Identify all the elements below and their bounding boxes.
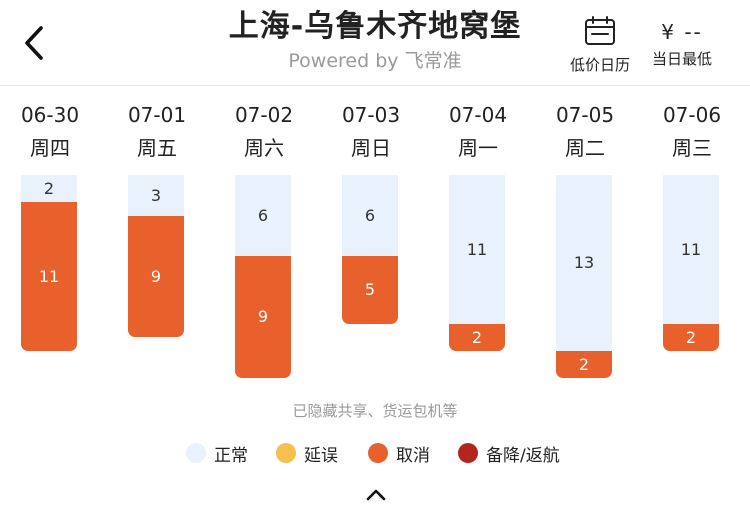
stacked-bar: 2 11	[21, 175, 77, 351]
legend-label: 取消	[396, 445, 430, 466]
cancel-segment: 2	[449, 323, 505, 351]
normal-segment: 6	[235, 175, 291, 256]
powered-by-subtitle: Powered by 飞常准	[288, 50, 462, 72]
day-date: 07-06	[662, 103, 722, 127]
day-column[interactable]: 07-04 周一 11 2	[428, 100, 528, 351]
header: 上海-乌鲁木齐地窝堡 Powered by 飞常准 低价日历 ¥ -- 当日最低	[0, 0, 750, 86]
day-date: 07-04	[448, 103, 508, 127]
chevron-left-icon	[25, 26, 43, 60]
day-column[interactable]: 07-01 周五 3 9	[107, 100, 207, 337]
legend-swatch	[186, 443, 206, 463]
day-date: 07-05	[555, 103, 615, 127]
day-column[interactable]: 07-02 周六 6 9	[214, 100, 314, 378]
cancel-segment: 2	[663, 323, 719, 351]
day-column[interactable]: 07-06 周三 11 2	[642, 100, 742, 351]
daily-lowest-price-button[interactable]: ¥ -- 当日最低	[640, 16, 724, 76]
day-column[interactable]: 06-30 周四 2 11	[0, 100, 100, 351]
legend-label: 正常	[214, 445, 248, 466]
flight-status-by-day: 06-30 周四 2 11 07-01 周五 3 9 07-02 周六 6 9 07-03 周日 6 5 07-…	[0, 100, 750, 400]
normal-segment: 11	[663, 175, 719, 324]
calendar-icon	[585, 16, 615, 45]
legend-item: 取消	[368, 440, 430, 466]
day-weekday: 周日	[351, 136, 391, 160]
day-column[interactable]: 07-03 周日 6 5	[321, 100, 421, 324]
legend-swatch	[368, 443, 388, 463]
day-weekday: 周三	[672, 136, 712, 160]
hidden-flights-note: 已隐藏共享、货运包机等	[292, 402, 458, 420]
normal-segment: 6	[342, 175, 398, 256]
collapse-button[interactable]	[362, 484, 390, 506]
legend-item: 备降/返航	[458, 440, 560, 466]
chevron-up-icon	[366, 489, 386, 501]
lowest-price-label: 当日最低	[651, 50, 712, 68]
cancel-segment: 11	[21, 202, 77, 351]
status-legend: 正常 延误 取消 备降/返航	[0, 440, 750, 466]
normal-segment: 2	[21, 175, 77, 202]
day-weekday: 周四	[30, 136, 70, 160]
cancel-segment: 9	[128, 215, 184, 337]
route-title: 上海-乌鲁木齐地窝堡	[228, 9, 522, 44]
title-block: 上海-乌鲁木齐地窝堡 Powered by 飞常准	[190, 6, 560, 74]
stacked-bar: 11 2	[663, 175, 719, 351]
stacked-bar: 11 2	[449, 175, 505, 351]
calendar-label: 低价日历	[569, 56, 630, 74]
legend-swatch	[458, 443, 478, 463]
legend-swatch	[276, 443, 296, 463]
day-date: 07-02	[234, 103, 294, 127]
normal-segment: 13	[556, 175, 612, 351]
legend-item: 延误	[276, 440, 338, 466]
day-date: 07-01	[127, 103, 187, 127]
day-weekday: 周一	[458, 136, 498, 160]
day-date: 06-30	[20, 103, 80, 127]
day-weekday: 周二	[565, 136, 605, 160]
back-button[interactable]	[14, 20, 54, 66]
legend-label: 延误	[304, 445, 338, 466]
day-weekday: 周六	[244, 136, 284, 160]
low-price-calendar-button[interactable]: 低价日历	[562, 16, 638, 76]
legend-label: 备降/返航	[486, 445, 560, 466]
cancel-segment: 5	[342, 256, 398, 324]
day-weekday: 周五	[137, 136, 177, 160]
legend-item: 正常	[186, 440, 248, 466]
cancel-segment: 9	[235, 256, 291, 378]
cancel-segment: 2	[556, 350, 612, 378]
lowest-price-value: ¥ --	[661, 20, 703, 44]
stacked-bar: 13 2	[556, 175, 612, 378]
day-column[interactable]: 07-05 周二 13 2	[535, 100, 635, 378]
normal-segment: 11	[449, 175, 505, 324]
day-date: 07-03	[341, 103, 401, 127]
normal-segment: 3	[128, 175, 184, 216]
